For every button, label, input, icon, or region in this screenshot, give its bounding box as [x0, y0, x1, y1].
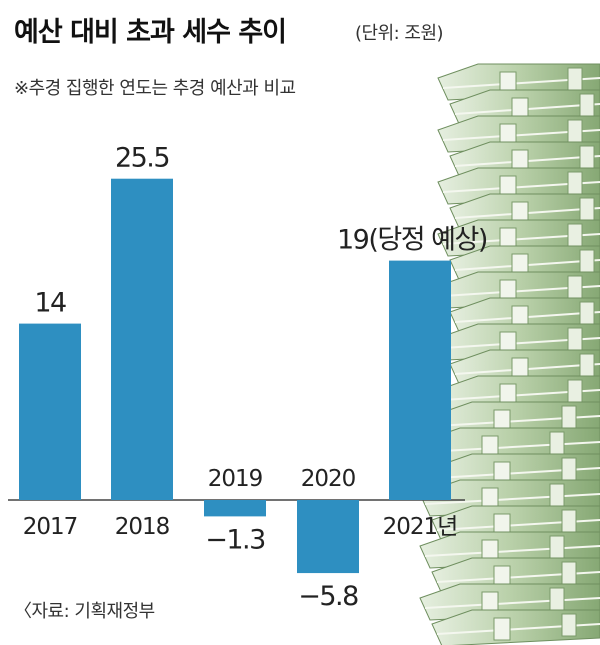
bar-2: [204, 500, 266, 517]
bar-0: [19, 323, 81, 500]
unit-label: (단위: 조원): [355, 23, 444, 44]
page-title: 예산 대비 초과 세수 추이: [14, 17, 287, 48]
category-label-4: 2021년: [383, 514, 458, 540]
value-label-2: −1.3: [205, 524, 265, 555]
bar-1: [111, 178, 173, 500]
category-label-0: 2017: [23, 514, 78, 540]
chart-note: ※추경 집행한 연도는 추경 예산과 비교: [14, 78, 296, 99]
bar-4: [389, 260, 451, 500]
value-label-1: 25.5: [115, 143, 169, 174]
banknote-bundle: [431, 609, 600, 645]
value-label-0: 14: [34, 288, 66, 319]
category-label-2: 2019: [208, 466, 263, 492]
value-label-3: −5.8: [298, 581, 358, 612]
source-note: 〈자료: 기획재정부: [14, 601, 155, 622]
category-label-1: 2018: [115, 514, 170, 540]
bar-3: [297, 500, 359, 574]
value-label-4: 19(당정 예상): [337, 225, 487, 256]
category-label-3: 2020: [301, 466, 356, 492]
